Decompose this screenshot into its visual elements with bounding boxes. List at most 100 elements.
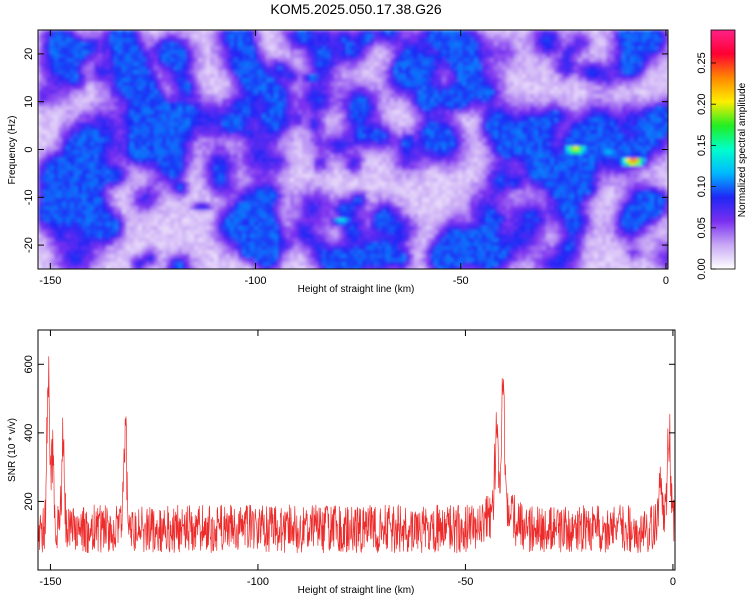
heatmap-cell: [166, 102, 171, 107]
heatmap-cell: [338, 30, 343, 35]
heatmap-cell: [266, 98, 271, 103]
heatmap-cell: [90, 138, 95, 143]
heatmap-cell: [326, 114, 331, 119]
heatmap-cell: [286, 138, 291, 143]
heatmap-cell: [618, 90, 623, 95]
heatmap-cell: [562, 62, 567, 67]
heatmap-cell: [650, 34, 655, 39]
heatmap-cell: [318, 114, 323, 119]
heatmap-cell: [410, 62, 415, 67]
heatmap-cell: [558, 46, 563, 51]
heatmap-cell: [274, 82, 279, 87]
heatmap-cell: [594, 30, 599, 35]
heatmap-cell: [254, 110, 259, 115]
heatmap-cell: [322, 38, 327, 43]
heatmap-cell: [498, 134, 503, 139]
heatmap-cell: [38, 86, 43, 91]
heatmap-cell: [150, 66, 155, 71]
heatmap-cell: [150, 102, 155, 107]
heatmap-cell: [286, 114, 291, 119]
heatmap-cell: [138, 154, 143, 159]
heatmap-cell: [294, 142, 299, 147]
heatmap-cell: [90, 66, 95, 71]
heatmap-cell: [606, 62, 611, 67]
heatmap-cell: [134, 38, 139, 43]
heatmap-cell: [526, 82, 531, 87]
heatmap-cell: [578, 50, 583, 55]
heatmap-cell: [642, 74, 647, 79]
heatmap-cell: [182, 74, 187, 79]
heatmap-cell: [322, 122, 327, 127]
heatmap-cell: [142, 66, 147, 71]
heatmap-cell: [210, 78, 215, 83]
heatmap-cell: [314, 126, 319, 131]
heatmap-cell: [110, 142, 115, 147]
heatmap-cell: [202, 30, 207, 35]
heatmap-cell: [62, 46, 67, 51]
heatmap-cell: [302, 38, 307, 43]
heatmap-cell: [98, 34, 103, 39]
heatmap-cell: [130, 34, 135, 39]
heatmap-cell: [614, 126, 619, 131]
heatmap-cell: [510, 118, 515, 123]
heatmap-cell: [466, 126, 471, 131]
heatmap-cell: [378, 142, 383, 147]
heatmap-cell: [634, 102, 639, 107]
heatmap-cell: [286, 110, 291, 115]
heatmap-cell: [642, 94, 647, 99]
heatmap-cell: [570, 42, 575, 47]
heatmap-cell: [326, 154, 331, 159]
heatmap-cell: [586, 142, 591, 147]
heatmap-cell: [486, 114, 491, 119]
heatmap-cell: [454, 82, 459, 87]
heatmap-cell: [166, 90, 171, 95]
heatmap-cell: [222, 86, 227, 91]
heatmap-cell: [190, 154, 195, 159]
heatmap-cell: [198, 154, 203, 159]
heatmap-cell: [226, 38, 231, 43]
heatmap-cell: [210, 138, 215, 143]
heatmap-cell: [150, 34, 155, 39]
heatmap-cell: [542, 70, 547, 75]
heatmap-cell: [298, 146, 303, 151]
heatmap-cell: [82, 146, 87, 151]
heatmap-cell: [70, 106, 75, 111]
heatmap-cell: [658, 54, 663, 59]
heatmap-cell: [554, 82, 559, 87]
heatmap-cell: [306, 150, 311, 155]
heatmap-cell: [126, 118, 131, 123]
heatmap-cell: [106, 150, 111, 155]
heatmap-cell: [410, 90, 415, 95]
heatmap-cell: [490, 38, 495, 43]
heatmap-cell: [462, 142, 467, 147]
heatmap-cell: [182, 38, 187, 43]
heatmap-cell: [210, 42, 215, 47]
heatmap-cell: [186, 50, 191, 55]
heatmap-cell: [378, 42, 383, 47]
heatmap-cell: [282, 50, 287, 55]
heatmap-cell: [590, 102, 595, 107]
heatmap-cell: [262, 78, 267, 83]
heatmap-cell: [138, 150, 143, 155]
heatmap-cell: [218, 34, 223, 39]
heatmap-cell: [66, 134, 71, 139]
heatmap-cell: [494, 46, 499, 51]
heatmap-cell: [310, 130, 315, 135]
heatmap-cell: [638, 74, 643, 79]
heatmap-cell: [182, 50, 187, 55]
heatmap-cell: [454, 150, 459, 155]
heatmap-cell: [622, 46, 627, 51]
heatmap-cell: [486, 142, 491, 147]
heatmap-cell: [602, 66, 607, 71]
heatmap-cell: [46, 126, 51, 131]
heatmap-cell: [506, 34, 511, 39]
heatmap-cell: [646, 54, 651, 59]
heatmap-cell: [562, 30, 567, 35]
heatmap-cell: [634, 142, 639, 147]
heatmap-cell: [546, 146, 551, 151]
heatmap-cell: [582, 126, 587, 131]
heatmap-cell: [174, 78, 179, 83]
heatmap-cell: [246, 62, 251, 67]
heatmap-cell: [406, 130, 411, 135]
heatmap-cell: [374, 78, 379, 83]
